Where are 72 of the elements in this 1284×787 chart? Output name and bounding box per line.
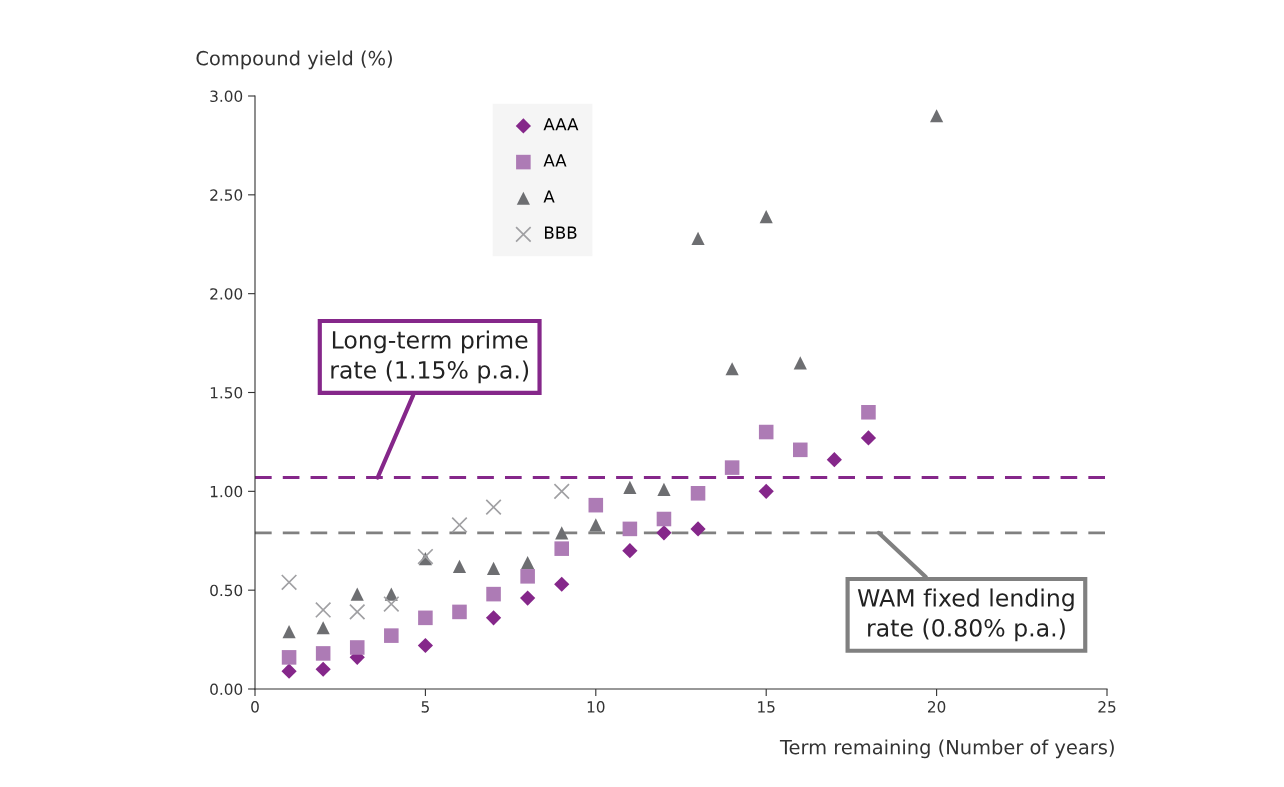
point (349, 640, 365, 655)
point (656, 525, 672, 541)
point (521, 555, 535, 570)
point (622, 543, 638, 559)
point (554, 541, 569, 556)
point (759, 209, 773, 224)
x-tick-label: 20 (928, 701, 946, 713)
point (418, 610, 433, 626)
point (520, 590, 536, 606)
legend-label: BBB (545, 226, 577, 239)
point (451, 516, 468, 534)
point (486, 561, 501, 576)
point (316, 621, 330, 635)
point (281, 663, 297, 679)
point (280, 574, 298, 591)
point (282, 625, 296, 639)
x-tick-label: 25 (1098, 701, 1116, 713)
point (350, 587, 364, 601)
x-tick-label: 0 (251, 701, 259, 713)
point (588, 497, 604, 513)
point (758, 483, 774, 499)
point (793, 442, 808, 458)
point (485, 610, 502, 626)
point (384, 628, 399, 643)
point (554, 576, 570, 592)
y-tick-label: 2.50 (210, 189, 243, 201)
x-axis-title: Term remaining (Number of years) (779, 739, 1114, 759)
x-tick-label: 10 (587, 701, 605, 713)
point (349, 603, 366, 621)
x-tick-label: 15 (758, 701, 775, 713)
y-tick-label: 0.50 (210, 584, 243, 597)
point (725, 362, 739, 376)
y-tick-label: 0.00 (210, 683, 243, 696)
point (281, 650, 297, 665)
y-tick-label: 1.00 (210, 485, 243, 498)
point (793, 356, 807, 370)
point (690, 486, 706, 501)
point (452, 604, 467, 620)
point (656, 511, 672, 527)
x-tick-label: 5 (421, 701, 429, 713)
point (623, 480, 637, 494)
y-axis-title: Compound yield (%) (196, 50, 392, 70)
point (315, 661, 331, 677)
legend-label: AA (543, 154, 567, 167)
point (485, 499, 502, 516)
y-tick-label: 1.50 (210, 386, 243, 399)
point (860, 430, 877, 446)
y-tick-label: 2.00 (210, 288, 243, 300)
point (520, 569, 535, 584)
point (622, 521, 638, 537)
legend-label: A (543, 190, 555, 203)
point (758, 424, 774, 440)
point (826, 452, 842, 468)
point (657, 482, 671, 496)
point (553, 483, 570, 500)
point (417, 637, 434, 654)
point (383, 595, 400, 613)
ref-line-label: WAM fixed lending rate (0.80% p.a.) (857, 588, 1074, 642)
point (486, 586, 501, 602)
y-tick-label: 3.00 (210, 90, 243, 103)
point (724, 460, 740, 475)
point (315, 646, 331, 661)
point (589, 518, 603, 532)
point (315, 601, 332, 619)
point (555, 526, 569, 540)
point (861, 404, 876, 420)
point (930, 109, 944, 123)
ref-line-label: Long-term prime rate (1.15% p.a.) (331, 330, 529, 384)
legend-label: AAA (543, 118, 579, 131)
point (691, 231, 705, 245)
point (452, 559, 467, 574)
point (690, 521, 706, 537)
